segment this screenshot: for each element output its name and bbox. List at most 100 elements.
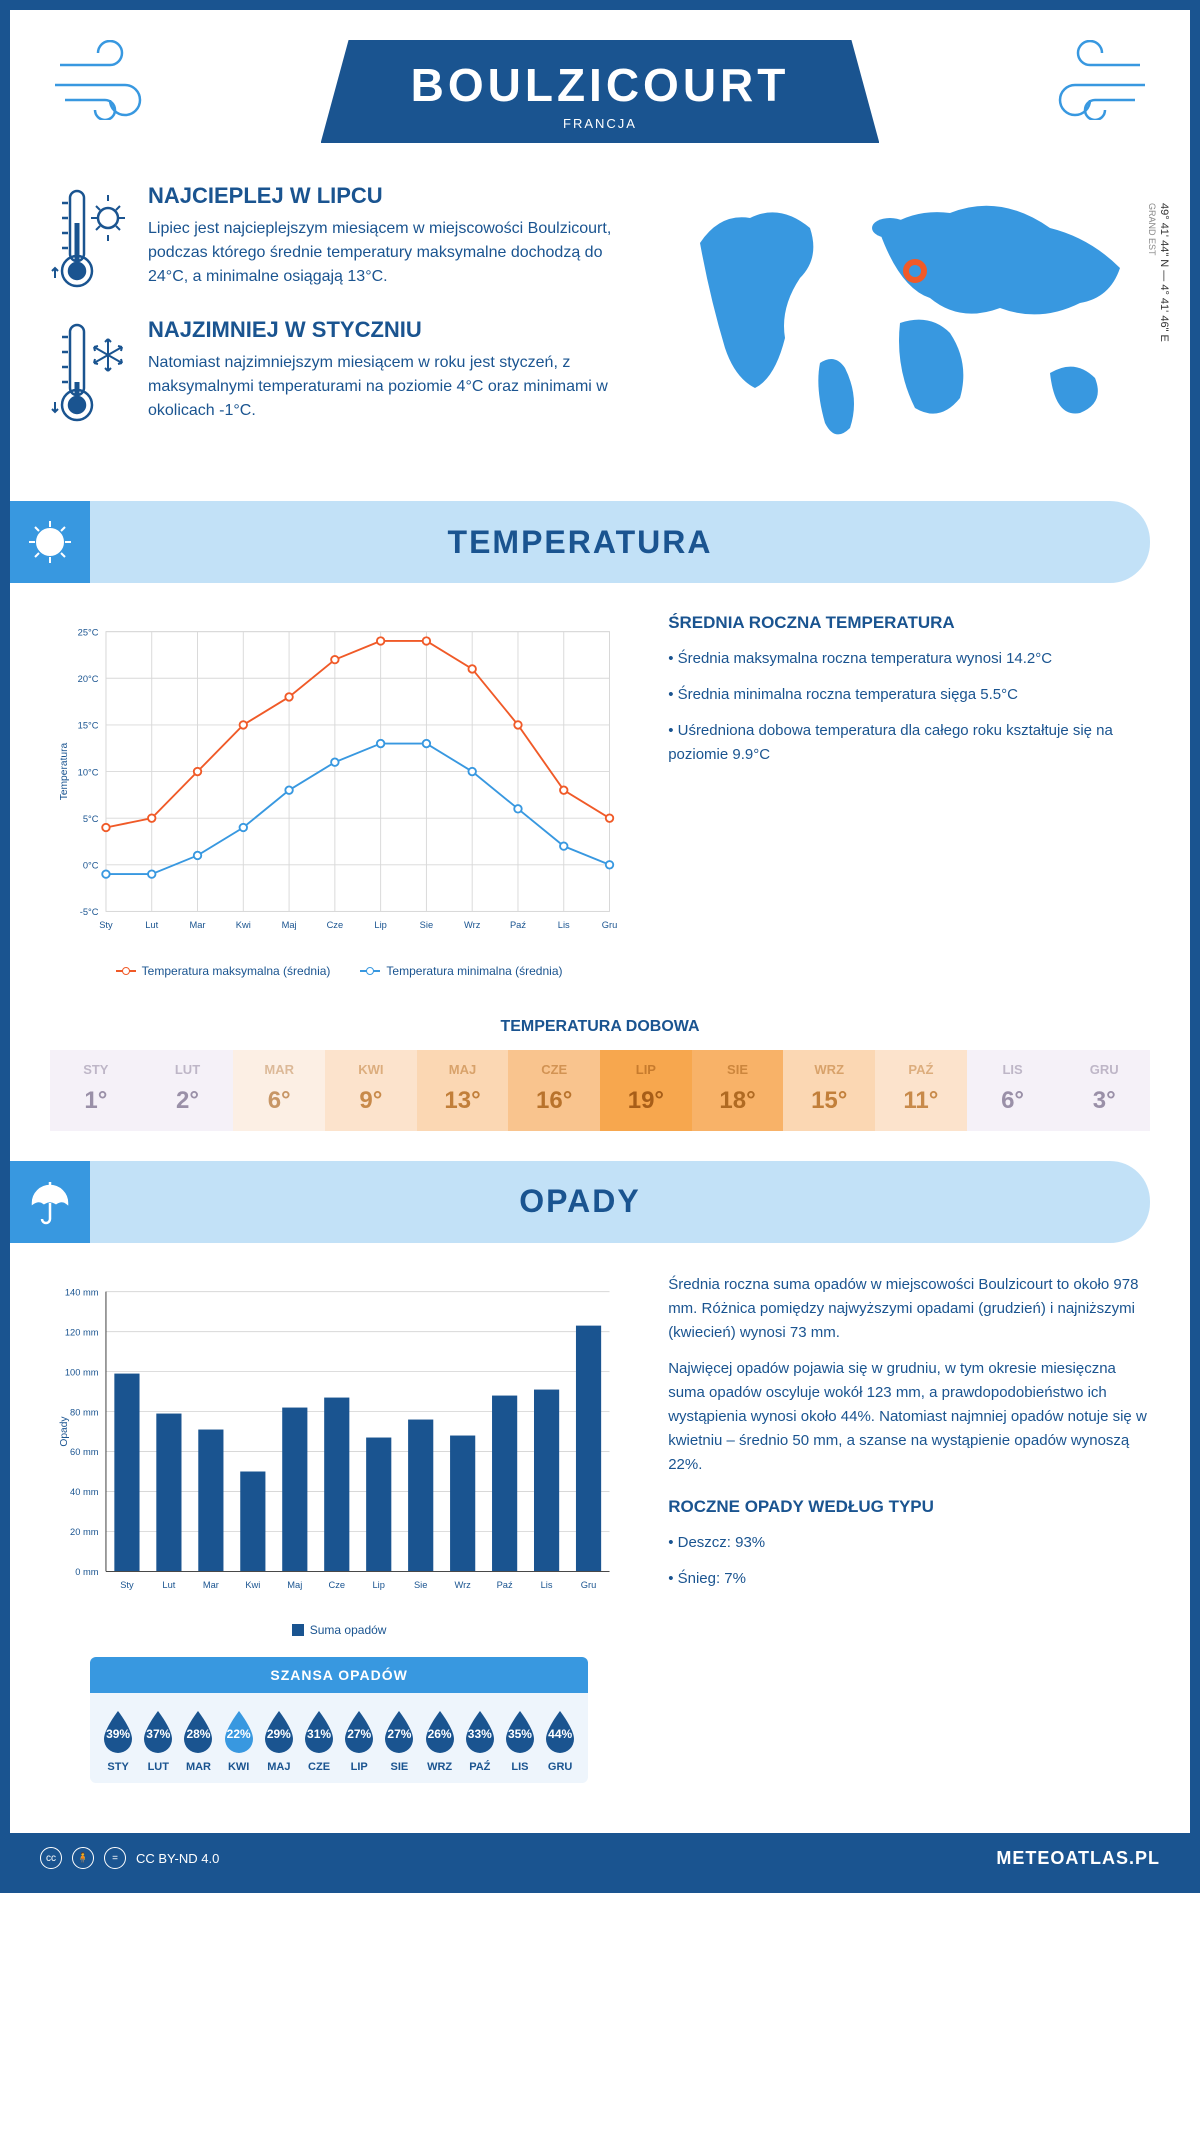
- precip-chance-cell: 37% LUT: [138, 1707, 178, 1773]
- precip-legend: Suma opadów: [50, 1623, 628, 1637]
- temp-cell: MAR6°: [233, 1050, 325, 1131]
- svg-text:20 mm: 20 mm: [70, 1527, 99, 1537]
- svg-text:Lut: Lut: [145, 920, 158, 930]
- svg-text:Cze: Cze: [328, 1580, 345, 1590]
- wind-icon: [1030, 40, 1150, 120]
- precip-chance-cell: 44% GRU: [540, 1707, 580, 1773]
- header: BOULZICOURT FRANCJA: [10, 10, 1190, 163]
- svg-text:Opady: Opady: [59, 1415, 70, 1446]
- svg-text:-5°C: -5°C: [80, 907, 99, 917]
- precip-info: Średnia roczna suma opadów w miejscowośc…: [668, 1273, 1150, 1784]
- svg-text:Lip: Lip: [373, 1580, 385, 1590]
- footer: cc 🧍 = CC BY-ND 4.0 METEOATLAS.PL: [10, 1833, 1190, 1883]
- svg-text:Lip: Lip: [374, 920, 386, 930]
- svg-text:Lut: Lut: [162, 1580, 175, 1590]
- svg-text:Maj: Maj: [287, 1580, 302, 1590]
- svg-text:100 mm: 100 mm: [65, 1367, 99, 1377]
- precip-chance-cell: 39% STY: [98, 1707, 138, 1773]
- temp-cell: SIE18°: [692, 1050, 784, 1131]
- svg-text:Wrz: Wrz: [464, 920, 481, 930]
- svg-text:Sie: Sie: [420, 920, 433, 930]
- svg-text:Gru: Gru: [602, 920, 618, 930]
- svg-text:Temperatura: Temperatura: [59, 742, 70, 800]
- world-map: 49° 41' 44" N — 4° 41' 46" E GRAND EST: [670, 183, 1150, 451]
- svg-text:Mar: Mar: [189, 920, 205, 930]
- svg-text:140 mm: 140 mm: [65, 1287, 99, 1297]
- precip-chance-title: SZANSA OPADÓW: [90, 1657, 588, 1693]
- warmest-block: NAJCIEPLEJ W LIPCU Lipiec jest najcieple…: [50, 183, 640, 293]
- temp-cell: PAŹ11°: [875, 1050, 967, 1131]
- svg-text:60 mm: 60 mm: [70, 1447, 99, 1457]
- wind-icon: [50, 40, 170, 120]
- svg-text:0 mm: 0 mm: [75, 1567, 99, 1577]
- svg-text:Paź: Paź: [510, 920, 526, 930]
- svg-text:10°C: 10°C: [78, 767, 99, 777]
- svg-text:20°C: 20°C: [78, 674, 99, 684]
- sun-icon: [10, 517, 90, 567]
- thermometer-hot-icon: [50, 183, 130, 293]
- by-icon: 🧍: [72, 1847, 94, 1869]
- umbrella-icon: [10, 1177, 90, 1227]
- title-banner: BOULZICOURT FRANCJA: [321, 40, 880, 143]
- daily-temp-title: TEMPERATURA DOBOWA: [10, 1018, 1190, 1036]
- precip-chance-cell: 29% MAJ: [259, 1707, 299, 1773]
- svg-text:Sty: Sty: [99, 920, 113, 930]
- country-name: FRANCJA: [411, 116, 790, 131]
- svg-text:25°C: 25°C: [78, 627, 99, 637]
- site-name: METEOATLAS.PL: [996, 1848, 1160, 1869]
- svg-text:Cze: Cze: [327, 920, 344, 930]
- temperature-heading: TEMPERATURA: [90, 524, 1150, 561]
- precip-chance-cell: 27% LIP: [339, 1707, 379, 1773]
- svg-text:Kwi: Kwi: [236, 920, 251, 930]
- license-text: CC BY-ND 4.0: [136, 1851, 219, 1866]
- intro-section: NAJCIEPLEJ W LIPCU Lipiec jest najcieple…: [10, 163, 1190, 481]
- warmest-text: Lipiec jest najcieplejszym miesiącem w m…: [148, 217, 640, 289]
- temp-cell: KWI9°: [325, 1050, 417, 1131]
- precip-chance-cell: 22% KWI: [219, 1707, 259, 1773]
- svg-text:0°C: 0°C: [83, 861, 99, 871]
- temperature-info: ŚREDNIA ROCZNA TEMPERATURA • Średnia mak…: [668, 613, 1150, 978]
- precip-chance-cell: 33% PAŹ: [460, 1707, 500, 1773]
- svg-text:80 mm: 80 mm: [70, 1407, 99, 1417]
- svg-text:120 mm: 120 mm: [65, 1327, 99, 1337]
- temp-info-title: ŚREDNIA ROCZNA TEMPERATURA: [668, 613, 1150, 633]
- precip-chart: 0 mm 20 mm 40 mm 60 mm 80 mm 100 mm 120 mm 140 …: [50, 1273, 628, 1784]
- daily-temp-table: STY1°LUT2°MAR6°KWI9°MAJ13°CZE16°LIP19°SI…: [50, 1050, 1150, 1131]
- svg-text:15°C: 15°C: [78, 721, 99, 731]
- temperature-chart: -5°C0°C5°C10°C15°C20°C25°CStyLutMarKwiMa…: [50, 613, 628, 978]
- precip-chance-cell: 31% CZE: [299, 1707, 339, 1773]
- nd-icon: =: [104, 1847, 126, 1869]
- temp-cell: LIS6°: [967, 1050, 1059, 1131]
- precip-heading: OPADY: [90, 1183, 1150, 1220]
- temp-cell: MAJ13°: [417, 1050, 509, 1131]
- svg-text:40 mm: 40 mm: [70, 1487, 99, 1497]
- svg-text:Sie: Sie: [414, 1580, 427, 1590]
- precip-types-title: ROCZNE OPADY WEDŁUG TYPU: [668, 1497, 1150, 1517]
- thermometer-cold-icon: [50, 317, 130, 427]
- coldest-block: NAJZIMNIEJ W STYCZNIU Natomiast najzimni…: [50, 317, 640, 427]
- svg-text:Paź: Paź: [497, 1580, 513, 1590]
- cc-icon: cc: [40, 1847, 62, 1869]
- svg-text:Lis: Lis: [558, 920, 570, 930]
- temp-cell: LIP19°: [600, 1050, 692, 1131]
- svg-text:5°C: 5°C: [83, 814, 99, 824]
- city-name: BOULZICOURT: [411, 58, 790, 112]
- precip-chance-cell: 26% WRZ: [420, 1707, 460, 1773]
- precip-chance-cell: 27% SIE: [379, 1707, 419, 1773]
- svg-text:Sty: Sty: [120, 1580, 134, 1590]
- temp-cell: STY1°: [50, 1050, 142, 1131]
- temp-cell: GRU3°: [1058, 1050, 1150, 1131]
- precip-chance-table: SZANSA OPADÓW 39% STY 37% LUT 28% MAR 22…: [90, 1657, 588, 1783]
- temp-cell: CZE16°: [508, 1050, 600, 1131]
- temp-cell: WRZ15°: [783, 1050, 875, 1131]
- svg-text:Wrz: Wrz: [454, 1580, 471, 1590]
- coordinates: 49° 41' 44" N — 4° 41' 46" E GRAND EST: [1146, 203, 1170, 342]
- warmest-title: NAJCIEPLEJ W LIPCU: [148, 183, 640, 209]
- svg-text:Gru: Gru: [581, 1580, 597, 1590]
- precip-chance-cell: 28% MAR: [178, 1707, 218, 1773]
- coldest-text: Natomiast najzimniejszym miesiącem w rok…: [148, 351, 640, 423]
- svg-text:Kwi: Kwi: [245, 1580, 260, 1590]
- temp-cell: LUT2°: [142, 1050, 234, 1131]
- precip-chance-cell: 35% LIS: [500, 1707, 540, 1773]
- coldest-title: NAJZIMNIEJ W STYCZNIU: [148, 317, 640, 343]
